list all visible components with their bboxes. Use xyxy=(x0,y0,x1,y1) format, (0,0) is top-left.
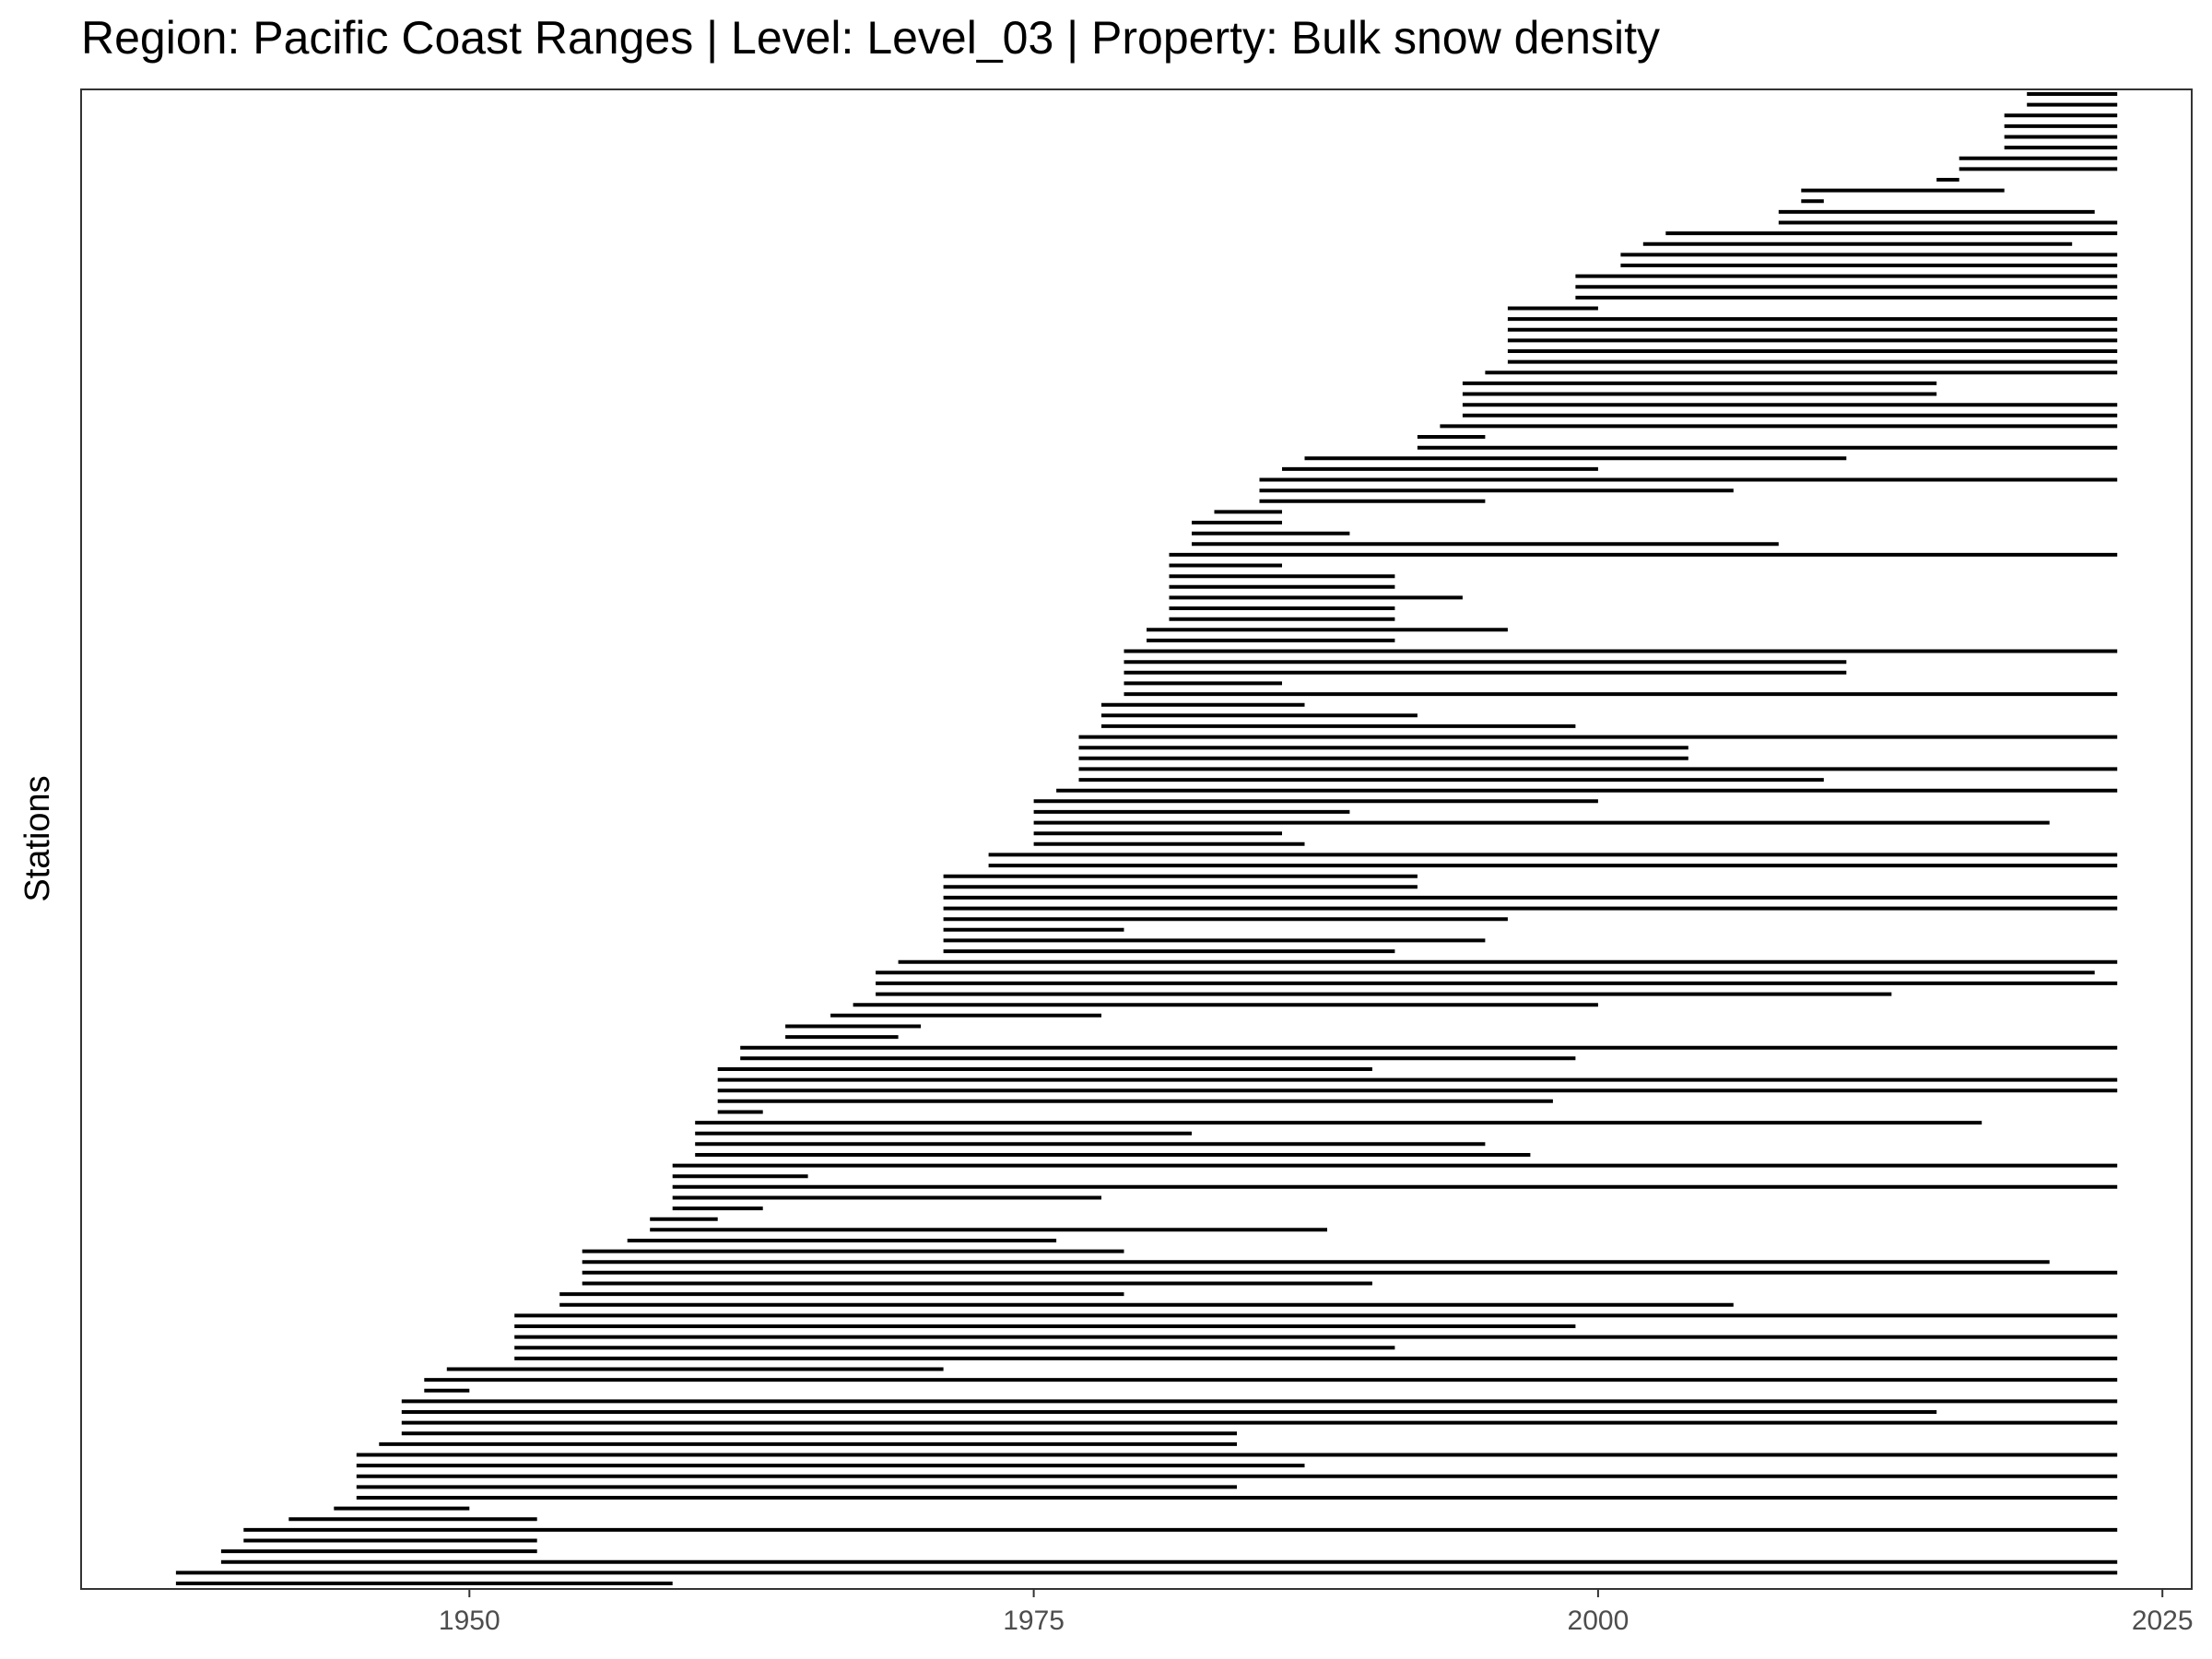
x-tick-label: 1975 xyxy=(1003,1606,1065,1636)
y-axis-label: Stations xyxy=(18,775,57,901)
x-axis-ticks: 1950 1975 2000 2025 xyxy=(439,1589,2194,1636)
segments-group xyxy=(175,92,2118,1585)
x-tick-label: 2025 xyxy=(2132,1606,2194,1636)
x-tick-label: 1950 xyxy=(439,1606,500,1636)
x-tick-label: 2000 xyxy=(1568,1606,1630,1636)
chart-title: Region: Pacific Coast Ranges | Level: Le… xyxy=(81,12,1660,64)
plot-panel xyxy=(80,88,2193,1590)
